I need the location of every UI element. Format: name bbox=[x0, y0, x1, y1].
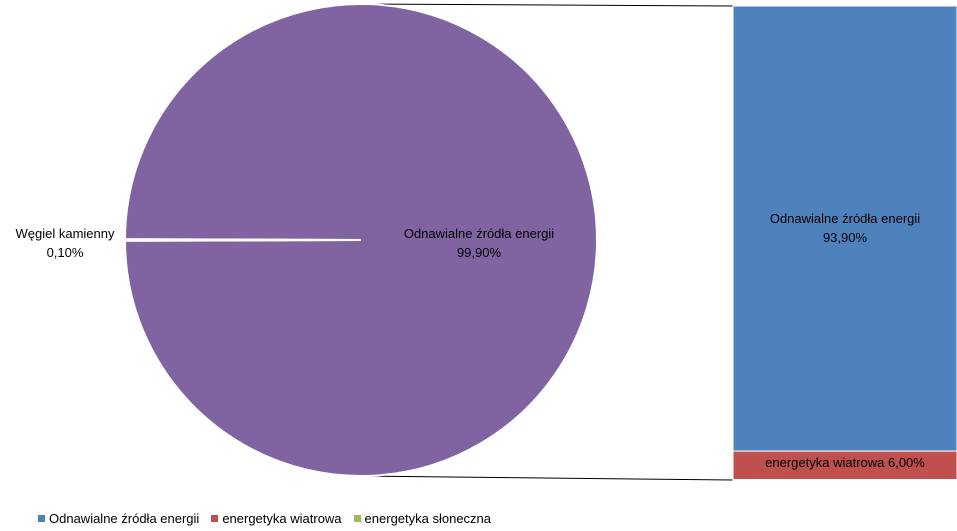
legend: Odnawialne źródła energii energetyka wia… bbox=[38, 511, 491, 526]
bar-segment-wind bbox=[732, 450, 957, 481]
pie-slice-coal bbox=[123, 238, 362, 242]
stacked-bar bbox=[732, 5, 957, 481]
legend-swatch-wind bbox=[211, 515, 219, 522]
legend-item-solar: energetyka słoneczna bbox=[353, 511, 492, 526]
data-label-renewable-value: 99,90% bbox=[457, 245, 502, 260]
connector-line-top bbox=[360, 3, 734, 7]
bar-segment-renewable bbox=[732, 5, 957, 452]
data-label-bar-wind: energetyka wiatrowa 6,00% bbox=[765, 455, 925, 470]
legend-item-renewable: Odnawialne źródła energii bbox=[38, 511, 199, 526]
legend-swatch-solar bbox=[353, 515, 361, 522]
legend-label-wind: energetyka wiatrowa bbox=[222, 511, 342, 526]
data-label-renewable-name: Odnawialne źródła energii bbox=[404, 226, 554, 241]
legend-swatch-renewable bbox=[38, 515, 45, 522]
connector-line-bottom bbox=[360, 475, 734, 481]
pie-slice-renewable bbox=[123, 3, 598, 477]
data-label-coal-name: Węgiel kamienny bbox=[16, 226, 115, 241]
legend-item-wind: energetyka wiatrowa bbox=[211, 511, 342, 526]
bar-segment-solar bbox=[732, 479, 957, 481]
data-labels: Węgiel kamienny 0,10% Odnawialne źródła … bbox=[16, 211, 926, 470]
data-label-bar-renewable-value: 93,90% bbox=[823, 230, 868, 245]
connector-lines bbox=[360, 3, 734, 481]
data-label-bar-renewable-name: Odnawialne źródła energii bbox=[770, 211, 920, 226]
pie-chart bbox=[123, 3, 598, 477]
data-label-coal-value: 0,10% bbox=[47, 245, 84, 260]
legend-label-solar: energetyka słoneczna bbox=[364, 511, 492, 526]
legend-label-renewable: Odnawialne źródła energii bbox=[49, 511, 200, 526]
